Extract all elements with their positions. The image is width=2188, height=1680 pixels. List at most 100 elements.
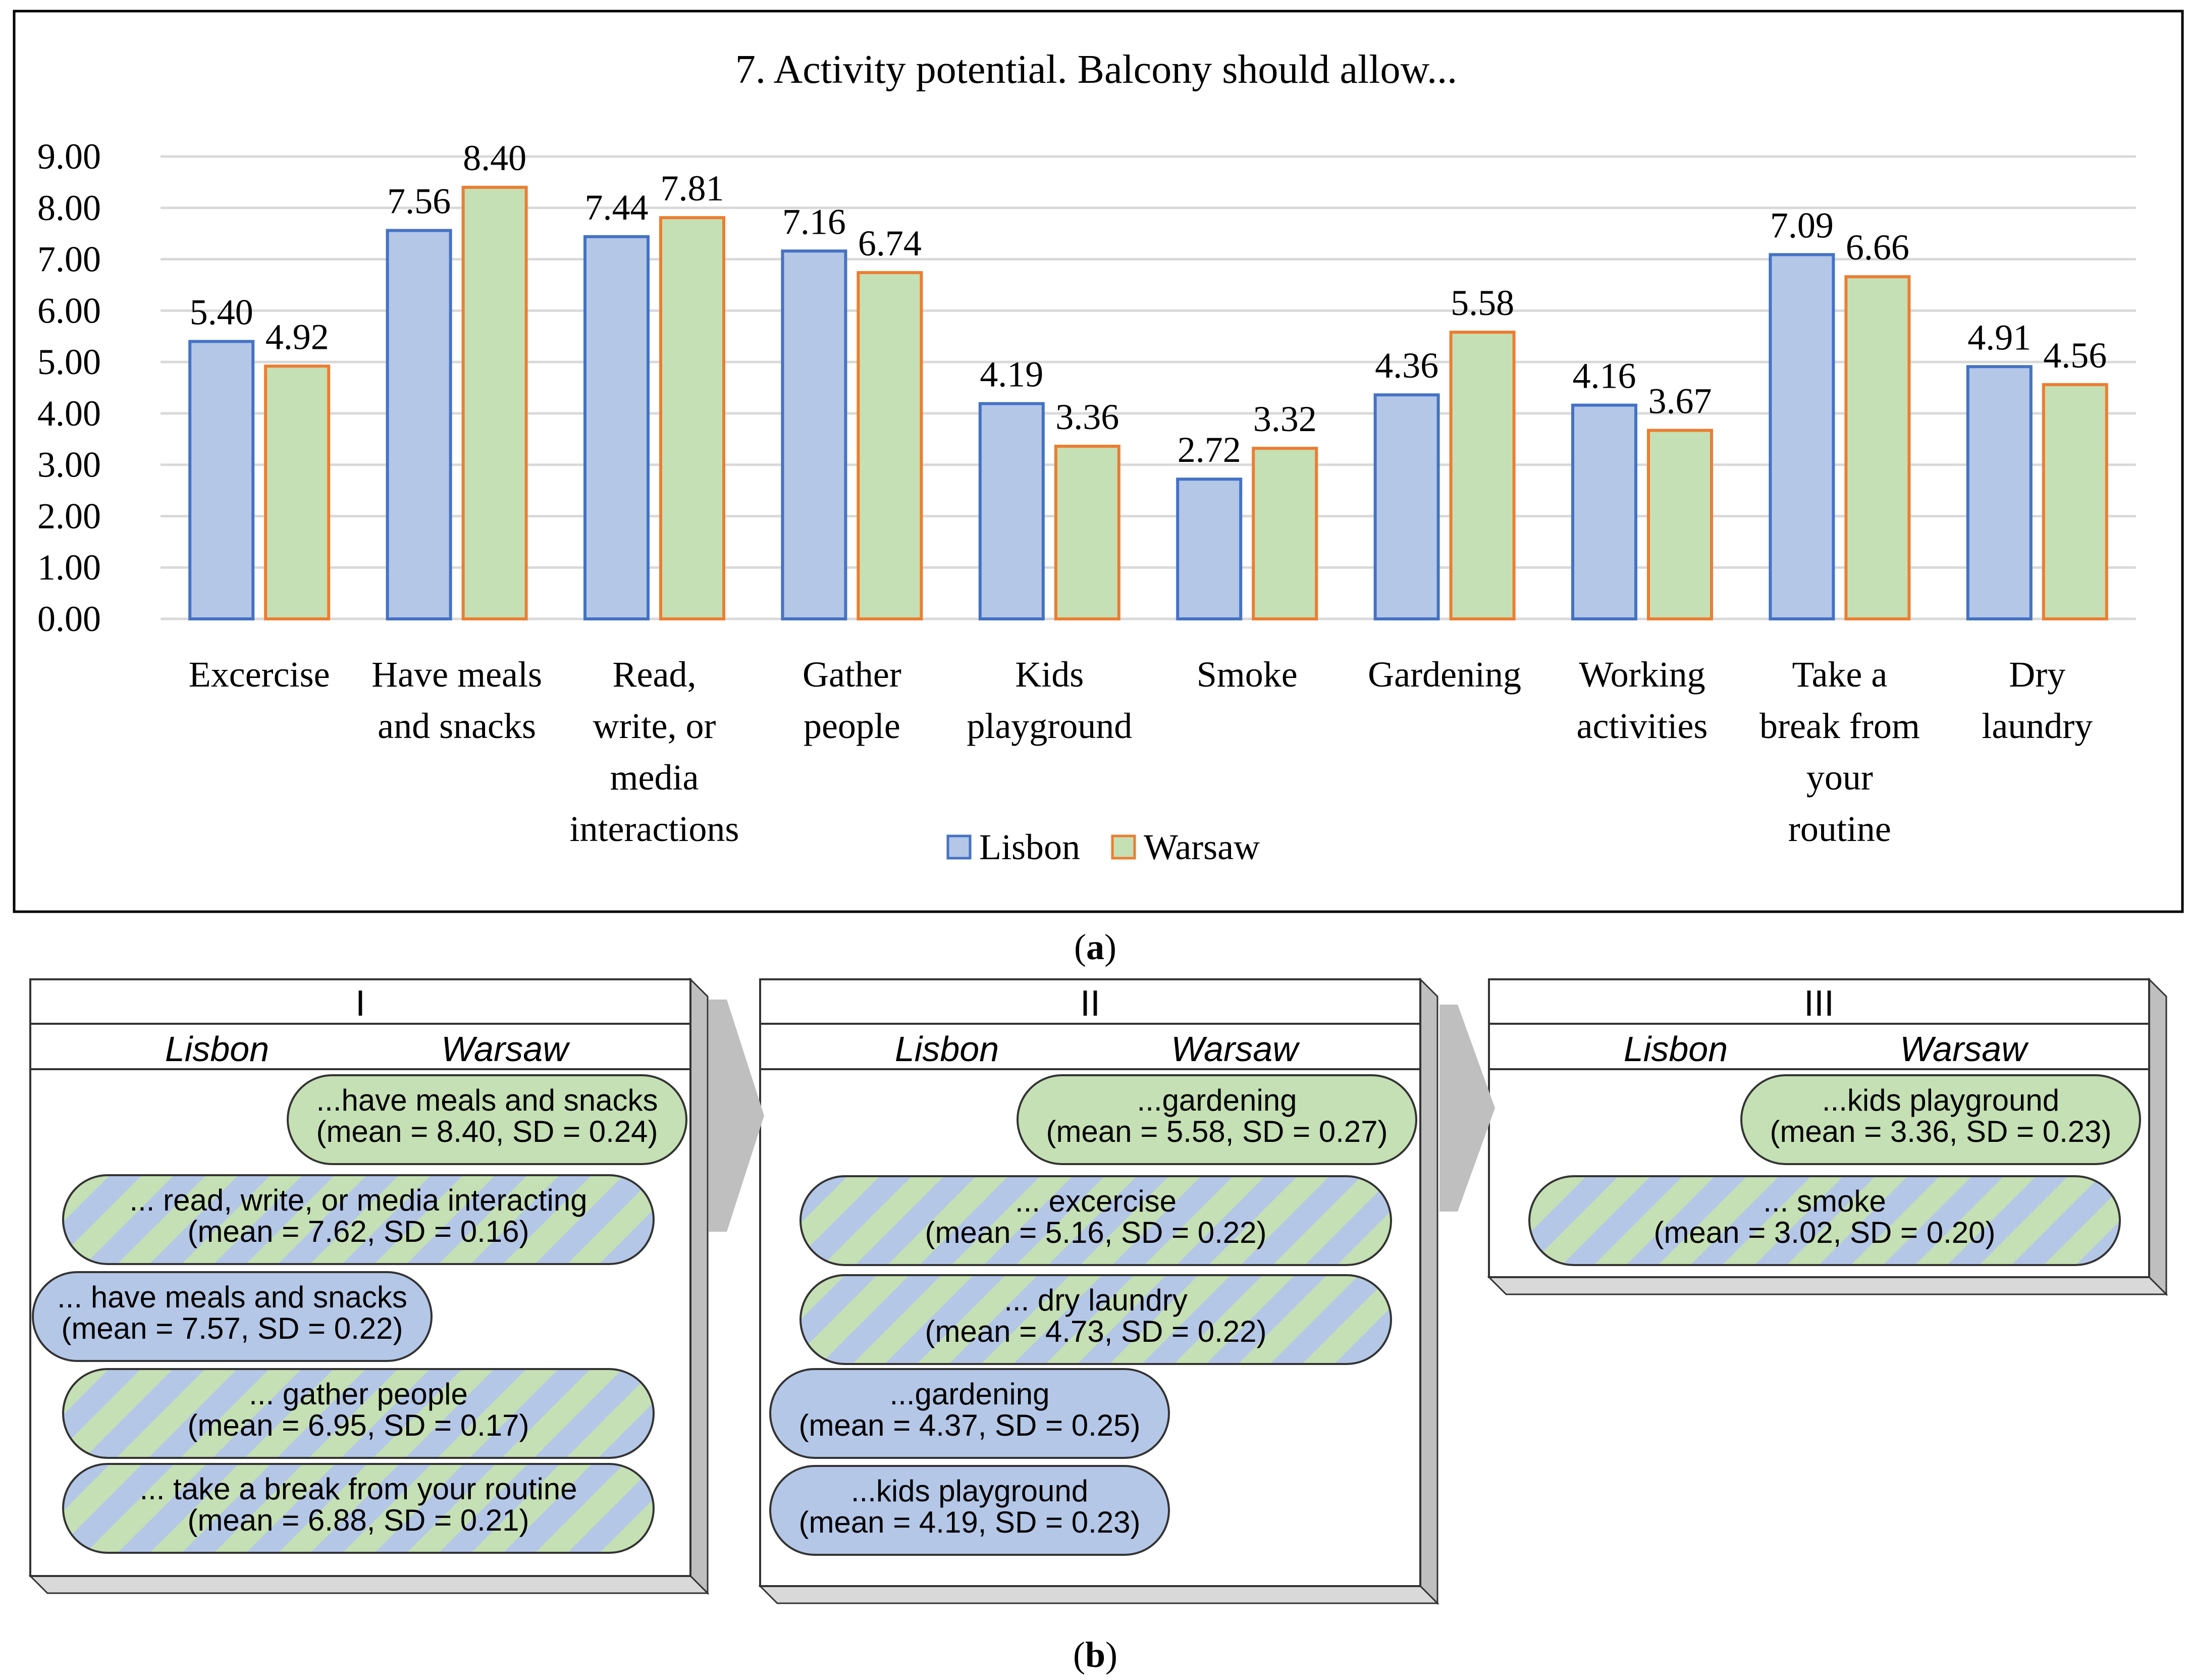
category-label: Working	[1579, 654, 1705, 695]
pill-text: ... read, write, or media interacting	[129, 1183, 587, 1217]
bar-warsaw	[1844, 275, 1911, 620]
pill-text: (mean = 5.16, SD = 0.22)	[925, 1216, 1266, 1249]
bar-lisbon	[781, 249, 847, 620]
result-pill-both	[62, 1174, 655, 1265]
y-tick-label: 7.00	[37, 239, 101, 280]
category-label: Dry	[2009, 654, 2065, 695]
result-pill-lisbon	[32, 1271, 433, 1362]
data-label-lisbon: 7.16	[782, 201, 846, 242]
y-tick-label: 6.00	[37, 290, 101, 331]
flow-arrow	[709, 1000, 764, 1232]
category-label: media	[610, 757, 699, 798]
result-pill-both	[799, 1274, 1392, 1365]
bars	[188, 186, 2108, 621]
data-label-lisbon: 4.91	[1967, 317, 2031, 357]
legend: Lisbon Warsaw	[946, 827, 1260, 867]
pill-text: ...have meals and snacks	[316, 1083, 658, 1117]
y-tick-label: 4.00	[37, 393, 101, 434]
caption-b: (b)	[1073, 1635, 1117, 1675]
data-label-lisbon: 4.16	[1573, 356, 1636, 396]
category-label: Take a	[1792, 654, 1887, 695]
pill-text: (mean = 7.62, SD = 0.16)	[187, 1215, 529, 1248]
category-label: Gather	[803, 654, 901, 695]
bar-lisbon	[1966, 365, 2033, 620]
column-label-warsaw: Warsaw	[1171, 1029, 1300, 1069]
result-pill-lisbon	[769, 1368, 1170, 1459]
bar-lisbon	[1373, 393, 1440, 620]
y-tick-label: 9.00	[37, 136, 101, 177]
caption-b-letter: b	[1085, 1635, 1105, 1675]
bar-warsaw	[264, 364, 331, 621]
pill-text: ... excercise	[1015, 1184, 1177, 1218]
data-label-warsaw: 3.36	[1055, 397, 1119, 437]
data-label-warsaw: 7.81	[661, 168, 724, 208]
category-label: write, or	[593, 706, 716, 746]
y-tick-label: 0.00	[37, 599, 101, 639]
pill-text: (mean = 4.19, SD = 0.23)	[798, 1505, 1140, 1539]
caption-b-open: (	[1073, 1635, 1085, 1675]
y-tick-label: 8.00	[37, 188, 101, 228]
pill-text: (mean = 5.58, SD = 0.27)	[1046, 1115, 1387, 1148]
caption-a-letter: a	[1086, 927, 1104, 967]
pill-text: ...gardening	[1137, 1083, 1297, 1117]
panel-side-face	[1419, 977, 1438, 1605]
data-label-lisbon: 7.56	[387, 181, 451, 222]
bar-lisbon	[1571, 403, 1637, 620]
column-label-lisbon: Lisbon	[895, 1029, 999, 1069]
data-label-lisbon: 4.36	[1375, 345, 1438, 386]
pill-text: (mean = 3.36, SD = 0.23)	[1770, 1115, 2111, 1148]
result-pill-warsaw	[287, 1074, 687, 1165]
pill-text: ...kids playground	[1822, 1083, 2059, 1117]
pill-text: (mean = 8.40, SD = 0.24)	[316, 1115, 658, 1148]
pill-text: ... take a break from your routine	[139, 1472, 577, 1506]
data-label-lisbon: 2.72	[1178, 430, 1241, 470]
pill-text: ...kids playground	[851, 1474, 1088, 1508]
bar-lisbon	[583, 235, 650, 621]
data-label-warsaw: 3.32	[1253, 399, 1317, 439]
data-labels: 5.40 4.92 7.56 8.40 7.44 7.81 7.16 6.74 4.19 3.36…	[190, 138, 2107, 470]
data-label-lisbon: 4.19	[980, 354, 1043, 395]
panel-roman-label: I	[355, 983, 365, 1024]
category-label: Kids	[1015, 654, 1084, 695]
data-label-warsaw: 6.74	[858, 223, 922, 264]
data-label-warsaw: 5.58	[1451, 283, 1514, 323]
panel-bottom-face	[1487, 1276, 2168, 1295]
chart-title: 7. Activity potential. Balcony should al…	[735, 47, 1457, 92]
pill-text: ... gather people	[249, 1377, 468, 1411]
data-label-lisbon: 5.40	[190, 292, 253, 332]
column-label-lisbon: Lisbon	[165, 1029, 269, 1069]
y-axis: 0.00 1.00 2.00 3.00 4.00 5.00 6.00 7.00 8.00 9.00	[37, 136, 101, 639]
category-label: playground	[967, 706, 1132, 746]
caption-a-close: )	[1104, 927, 1116, 967]
result-pill-both	[62, 1463, 655, 1554]
data-label-lisbon: 7.09	[1770, 205, 1834, 245]
bar-warsaw	[659, 216, 725, 621]
pill-text: ... smoke	[1763, 1184, 1886, 1218]
bar-warsaw	[1054, 445, 1120, 620]
bar-lisbon	[1769, 253, 1835, 620]
bar-warsaw	[1252, 447, 1318, 620]
pill-text: (mean = 6.95, SD = 0.17)	[187, 1408, 529, 1442]
pill-text: (mean = 3.02, SD = 0.20)	[1653, 1216, 1995, 1249]
data-label-warsaw: 4.56	[2043, 335, 2107, 376]
result-pill-warsaw	[1740, 1074, 2141, 1165]
pill-text: ... dry laundry	[1004, 1283, 1188, 1317]
legend-label-warsaw: Warsaw	[1144, 827, 1260, 867]
result-pill-both	[799, 1175, 1392, 1266]
caption-a: (a)	[1074, 927, 1116, 967]
panel-side-face	[2148, 977, 2167, 1296]
column-label-warsaw: Warsaw	[1900, 1029, 2029, 1069]
category-label: laundry	[1982, 706, 2093, 746]
caption-a-open: (	[1074, 927, 1086, 967]
panel-bottom-face	[758, 1585, 1439, 1604]
y-tick-label: 5.00	[37, 342, 101, 382]
category-label: interactions	[570, 809, 739, 849]
data-label-warsaw: 4.92	[265, 317, 329, 357]
bar-lisbon	[978, 402, 1045, 620]
result-pill-lisbon	[769, 1465, 1170, 1556]
pill-text: (mean = 4.37, SD = 0.25)	[798, 1408, 1140, 1442]
caption-b-close: )	[1105, 1635, 1117, 1675]
